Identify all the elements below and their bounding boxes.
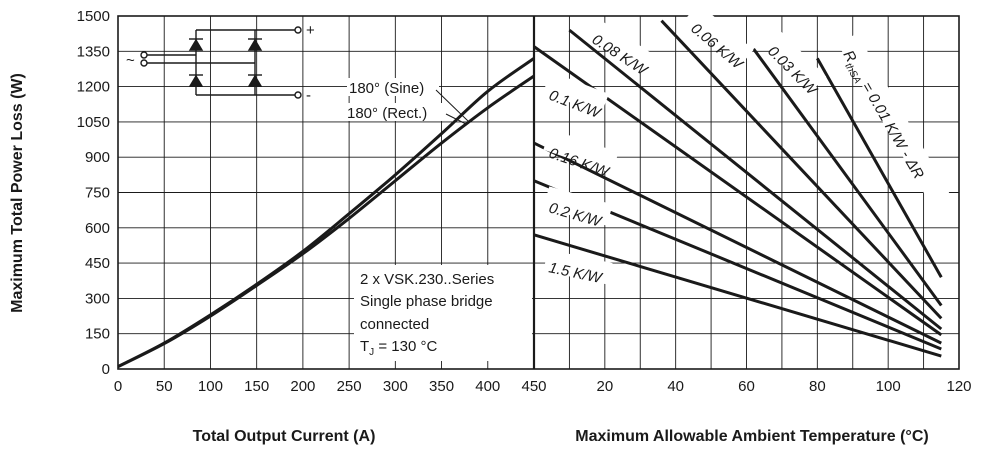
x-tick-label-left: 350 — [429, 378, 454, 395]
y-tick-label: 750 — [85, 185, 110, 202]
schematic-ac: ~ — [126, 52, 135, 69]
y-axis-title: Maximum Total Power Loss (W) — [9, 73, 26, 313]
series-line-180-rect — [117, 74, 535, 368]
x-tick-label-left: 100 — [198, 378, 223, 395]
rect-label-bg — [345, 103, 448, 121]
x-tick-label-right: 80 — [809, 378, 826, 395]
note-line-4: TJ = 130 °C — [360, 338, 437, 358]
sine-leader — [435, 89, 469, 122]
x-tick-label-right: 120 — [946, 378, 971, 395]
y-tick-label: 1350 — [77, 43, 110, 60]
y-tick-label: 1200 — [77, 79, 110, 96]
rthsa-rest: = 0.01 K/W - ΔR — [856, 76, 927, 183]
x-tick-label-left: 150 — [244, 378, 269, 395]
series-line-rth-5 — [533, 141, 942, 345]
y-tick-label: 1500 — [77, 8, 110, 25]
y-tick-label: 450 — [85, 255, 110, 272]
rth-labels — [543, 3, 953, 285]
sine-label-bg — [347, 78, 439, 96]
x-tick-label-right: 60 — [738, 378, 755, 395]
y-tick-label: 600 — [85, 220, 110, 237]
x-tick-label-right: 40 — [667, 378, 684, 395]
y-tick-label: 1050 — [77, 114, 110, 131]
x-tick-label-right: 100 — [876, 378, 901, 395]
x-tick-label-left: 400 — [475, 378, 500, 395]
y-tick-label: 150 — [85, 326, 110, 343]
note-tj-value: = 130 °C — [374, 338, 437, 355]
schematic-plus: + — [306, 22, 315, 39]
series-layer — [117, 19, 943, 368]
x-tick-label-left: 50 — [156, 378, 173, 395]
series-line-rth-2 — [660, 19, 943, 320]
tick-layer: 0 150 300 450 600 750 900 1050 1200 1350 1500 0 50 10… — [77, 8, 972, 395]
label-180-rect: 180° (Rect.) — [347, 105, 427, 122]
x-tick-label-left: 200 — [290, 378, 315, 395]
note-tj: T — [360, 338, 369, 355]
series-line-rth-7 — [533, 233, 942, 358]
x-tick-label-left: 300 — [383, 378, 408, 395]
note-tj-sub: J — [369, 347, 374, 358]
x-tick-label-right: 20 — [596, 378, 613, 395]
bridge-schematic-icon — [140, 26, 302, 99]
y-tick-label: 300 — [85, 290, 110, 307]
frame-layer — [117, 15, 960, 370]
plot-frame — [117, 15, 960, 370]
note-line-1: 2 x VSK.230..Series — [360, 271, 494, 288]
x-tick-label-left: 250 — [337, 378, 362, 395]
series-line-rth-1 — [752, 48, 943, 307]
note-line-3: connected — [360, 316, 429, 333]
schematic-minus: - — [306, 87, 311, 104]
rect-leader — [445, 113, 467, 125]
x-axis-title-right: Maximum Allowable Ambient Temperature (°… — [575, 428, 928, 445]
x-tick-label-left: 450 — [521, 378, 546, 395]
x-tick-label-left: 0 — [114, 378, 122, 395]
y-tick-label: 0 — [102, 361, 110, 378]
series-line-rth-3 — [568, 28, 943, 331]
series-line-rth-0 — [816, 57, 943, 278]
y-tick-label: 900 — [85, 149, 110, 166]
grid-layer — [117, 15, 959, 370]
x-axis-title-left: Total Output Current (A) — [193, 428, 376, 445]
note-line-2: Single phase bridge — [360, 293, 493, 310]
note-box — [354, 265, 532, 361]
label-180-sine: 180° (Sine) — [349, 80, 424, 97]
